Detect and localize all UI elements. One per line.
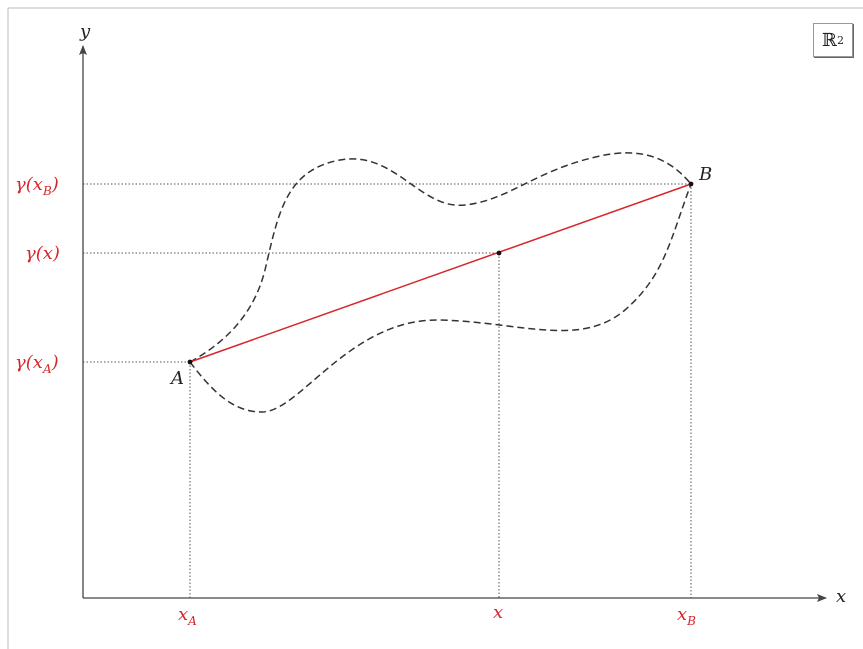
lower-dashed-curve — [189, 183, 692, 413]
tick-label-gamma-x: γ(x) — [25, 243, 60, 264]
y-axis-label: y — [79, 21, 91, 42]
point-a — [187, 359, 193, 365]
tick-label-xa: xA — [178, 604, 197, 628]
x-axis-label: x — [836, 586, 846, 607]
tick-label-gamma-xb: γ(xB) — [15, 174, 59, 198]
straight-segment-ab — [189, 183, 692, 363]
point-midpoint — [496, 250, 502, 256]
upper-dashed-curve — [189, 152, 692, 363]
tick-label-gamma-xa: γ(xA) — [15, 352, 59, 376]
point-b-label: B — [698, 164, 712, 185]
space-badge-label: ℝ — [822, 29, 837, 51]
tick-label-xb: xB — [677, 604, 696, 628]
point-b — [688, 181, 694, 187]
point-a-label: A — [169, 368, 184, 389]
tick-label-x: x — [493, 602, 503, 623]
space-badge-exponent: 2 — [836, 33, 844, 47]
